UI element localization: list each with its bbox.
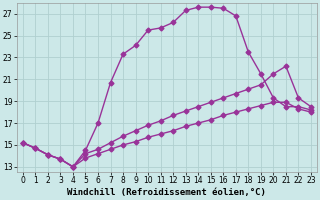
X-axis label: Windchill (Refroidissement éolien,°C): Windchill (Refroidissement éolien,°C) <box>68 188 266 197</box>
